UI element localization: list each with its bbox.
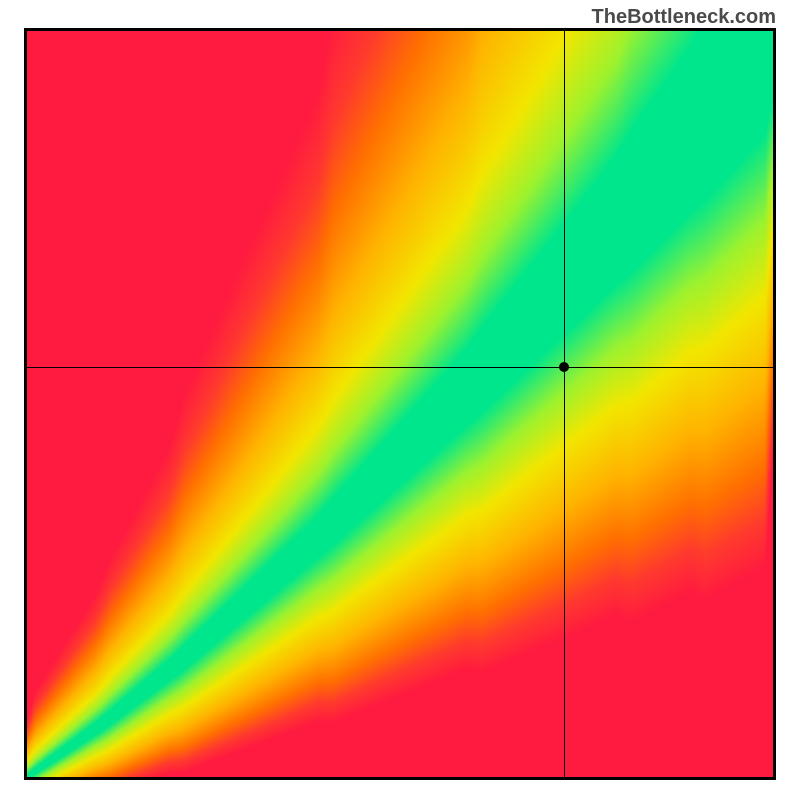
attribution-text: TheBottleneck.com — [592, 6, 776, 29]
crosshair-marker — [559, 362, 569, 372]
bottleneck-heatmap — [24, 28, 776, 780]
crosshair-horizontal — [27, 367, 773, 368]
heatmap-canvas — [27, 31, 773, 777]
crosshair-vertical — [564, 31, 565, 777]
